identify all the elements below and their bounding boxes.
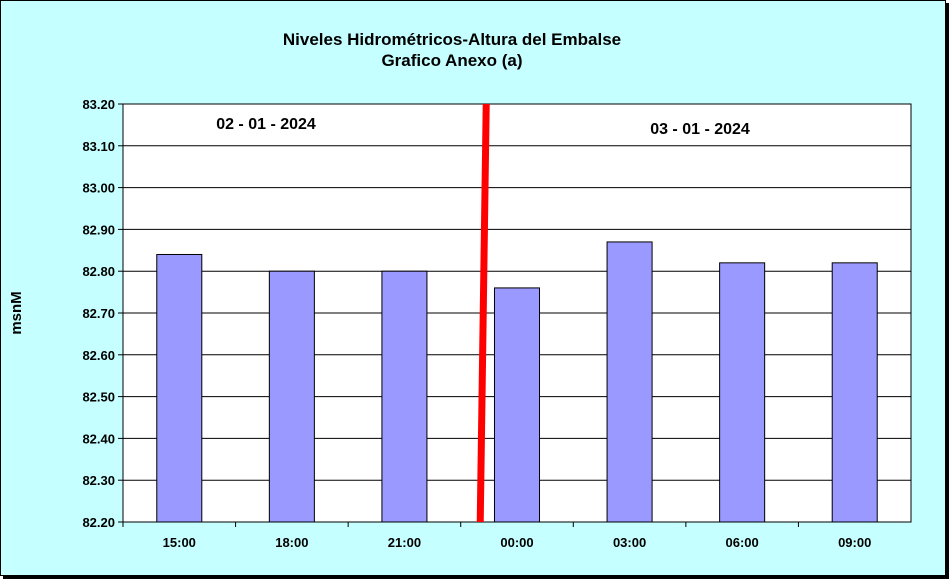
x-tick-labels: 15:00 18:00 21:00 00:00 03:00 06:00 09:00	[122, 522, 871, 550]
bar-2100	[381, 270, 428, 523]
y-tick-label: 82.20	[82, 515, 115, 530]
y-axis-label: msnM	[8, 291, 25, 334]
y-tick-label: 82.80	[82, 264, 115, 279]
bar-0600	[719, 262, 766, 523]
y-tick-label: 82.40	[82, 431, 115, 446]
y-tick-label: 82.90	[82, 222, 115, 237]
x-tick-label: 21:00	[388, 535, 421, 550]
date-annotation-right: 03 - 01 - 2024	[650, 121, 750, 138]
chart-title: Niveles Hidrométricos-Altura del Embalse	[283, 30, 621, 49]
x-tick-label: 06:00	[726, 535, 759, 550]
y-tick-label: 83.00	[82, 181, 115, 196]
y-tick-label: 83.10	[82, 139, 115, 154]
x-tick-label: 18:00	[275, 535, 308, 550]
y-tick-label: 82.30	[82, 473, 115, 488]
chart-subtitle: Grafico Anexo (a)	[381, 51, 522, 70]
date-divider-line	[476, 103, 490, 523]
bar-1500	[156, 253, 203, 523]
x-tick-label: 09:00	[838, 535, 871, 550]
bar-0000	[493, 287, 541, 523]
y-tick-labels: 82.20 82.30 82.40 82.50 82.60 82.70 82.80 82.90…	[82, 97, 115, 530]
date-annotation-left: 02 - 01 - 2024	[216, 116, 316, 133]
y-tick-label: 82.70	[82, 306, 115, 321]
x-tick-label: 15:00	[163, 535, 196, 550]
y-tick-label: 82.50	[82, 390, 115, 405]
bar-0300	[606, 241, 653, 523]
x-tick-label: 03:00	[613, 535, 646, 550]
bars	[156, 241, 878, 523]
x-tick-label: 00:00	[500, 535, 533, 550]
y-tick-label: 83.20	[82, 97, 115, 112]
bar-1800	[268, 270, 315, 523]
bar-0900	[831, 262, 878, 523]
y-tick-label: 82.60	[82, 348, 115, 363]
